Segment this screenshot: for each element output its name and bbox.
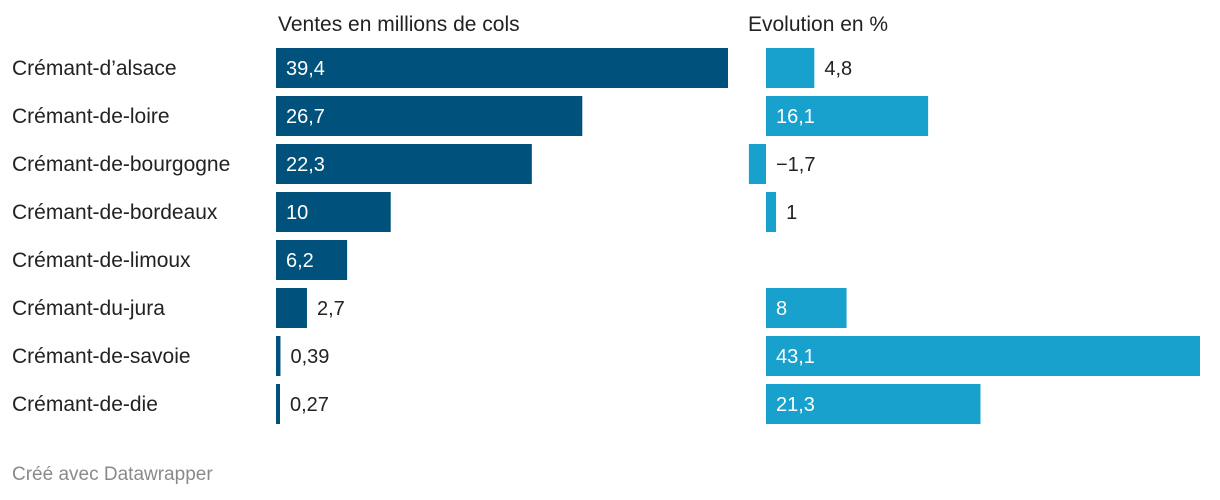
sales-bar (276, 96, 583, 136)
evolution-bar (766, 48, 815, 88)
evolution-value-label: 8 (776, 298, 787, 320)
evolution-bar (766, 288, 847, 328)
evolution-value-label: 16,1 (776, 106, 815, 128)
evolution-value-label: −1,7 (776, 154, 815, 176)
sales-value-label: 39,4 (286, 58, 325, 80)
category-label: Crémant-de-savoie (12, 345, 191, 368)
evolution-value-label: 1 (786, 202, 797, 224)
sales-bar (276, 144, 532, 184)
sales-column-title: Ventes en millions de cols (278, 13, 520, 36)
category-label: Crémant-de-loire (12, 105, 170, 128)
sales-bar (276, 384, 280, 424)
sales-value-label: 0,27 (290, 394, 329, 416)
sales-bar (276, 336, 281, 376)
sales-bar (276, 48, 728, 88)
footer-credit: Créé avec Datawrapper (12, 464, 213, 485)
evolution-value-label: 43,1 (776, 346, 815, 368)
sales-bar (276, 240, 348, 280)
evolution-column-title: Evolution en % (748, 13, 888, 36)
category-label: Crémant-d’alsace (12, 57, 177, 80)
evolution-value-label: 4,8 (824, 58, 852, 80)
evolution-bar (766, 336, 1200, 376)
sales-bar (276, 288, 307, 328)
evolution-bar (748, 144, 766, 184)
category-label: Crémant-de-bourgogne (12, 153, 230, 176)
sales-value-label: 0,39 (290, 346, 329, 368)
category-label: Crémant-de-limoux (12, 249, 191, 272)
evolution-bar (766, 96, 929, 136)
evolution-bar (766, 384, 981, 424)
category-label: Crémant-de-die (12, 393, 158, 416)
category-label: Crémant-du-jura (12, 297, 165, 320)
sales-bar (276, 192, 391, 232)
sales-value-label: 10 (286, 202, 308, 224)
sales-value-label: 2,7 (317, 298, 345, 320)
evolution-bar (766, 192, 777, 232)
sales-value-label: 6,2 (286, 250, 314, 272)
sales-value-label: 26,7 (286, 106, 325, 128)
category-label: Crémant-de-bordeaux (12, 201, 218, 224)
sales-value-label: 22,3 (286, 154, 325, 176)
evolution-value-label: 21,3 (776, 394, 815, 416)
